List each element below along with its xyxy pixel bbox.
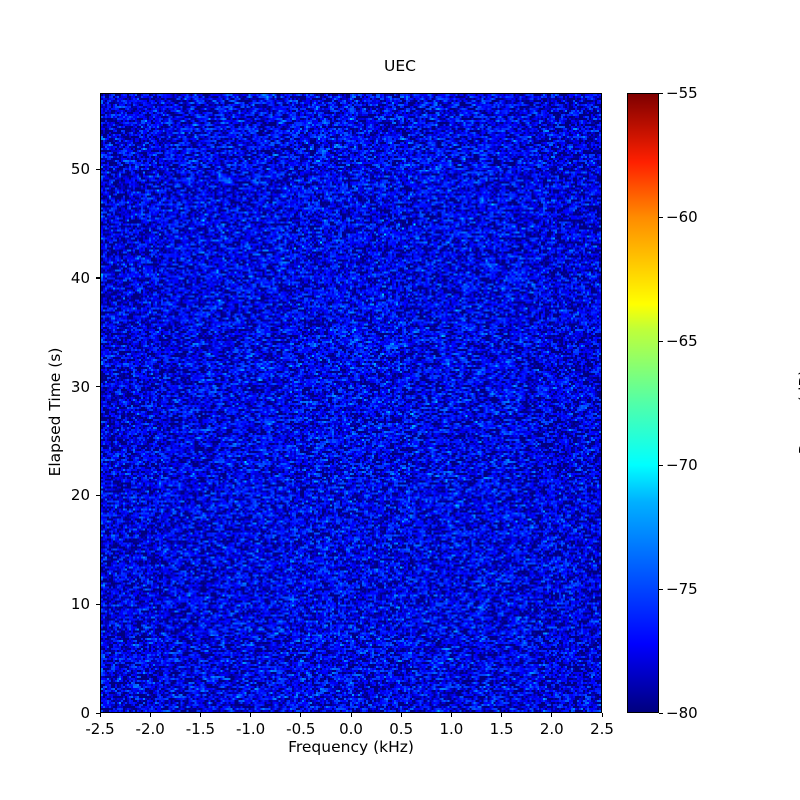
x-tick-mark [601, 713, 603, 717]
x-tick-label: 1.0 [439, 720, 464, 738]
x-tick-mark [149, 713, 151, 717]
x-tick-label: 0.5 [389, 720, 414, 738]
y-tick-mark [96, 494, 100, 497]
colorbar-gradient [628, 94, 658, 712]
x-tick-mark [350, 713, 352, 717]
y-tick-label: 0 [80, 704, 90, 722]
y-tick-mark [96, 277, 100, 279]
x-tick-label: -0.5 [286, 720, 316, 738]
colorbar-tick-label: −55 [666, 84, 698, 102]
x-tick-mark [99, 713, 101, 717]
y-tick-label: 40 [70, 268, 90, 287]
y-tick-mark [96, 603, 100, 605]
colorbar-tick-mark [659, 216, 663, 218]
colorbar-tick-mark [659, 712, 663, 714]
colorbar-tick-mark [659, 92, 663, 94]
y-tick-label: 20 [70, 486, 90, 505]
x-tick-label: 1.5 [489, 720, 514, 738]
colorbar-label: Power (dB) [796, 369, 800, 455]
colorbar-tick-mark [659, 340, 663, 342]
y-tick-mark [96, 712, 100, 714]
x-tick-mark [501, 713, 503, 717]
x-tick-label: -2.0 [135, 720, 165, 738]
y-tick-label: 10 [70, 595, 90, 614]
x-tick-mark [551, 713, 553, 717]
x-axis-label: Frequency (kHz) [288, 738, 414, 756]
spectrogram-image [101, 94, 601, 712]
colorbar-tick-mark [659, 464, 663, 466]
y-axis-label: Elapsed Time (s) [46, 347, 64, 477]
colorbar[interactable] [627, 93, 659, 713]
colorbar-tick-mark [659, 588, 663, 590]
colorbar-tick-label: −80 [666, 704, 698, 722]
x-tick-label: 0.0 [339, 720, 363, 738]
x-tick-label: 2.0 [539, 720, 564, 738]
x-tick-mark [450, 713, 452, 717]
y-tick-label: 30 [70, 377, 90, 396]
colorbar-tick-label: −70 [666, 456, 698, 474]
y-tick-mark [96, 386, 100, 388]
colorbar-tick-label: −75 [666, 580, 698, 598]
y-tick-mark [96, 168, 100, 170]
title-line-station: UEC [384, 57, 416, 75]
x-tick-mark [199, 713, 201, 717]
x-tick-mark [300, 713, 302, 717]
x-tick-label: -1.0 [235, 720, 266, 738]
x-tick-label: -2.5 [85, 720, 115, 738]
x-tick-label: -1.5 [185, 720, 216, 738]
x-tick-mark [250, 713, 252, 717]
colorbar-tick-label: −65 [666, 332, 698, 350]
x-tick-label: 2.5 [590, 720, 614, 738]
x-tick-mark [400, 713, 402, 717]
spectrogram-plot-area[interactable] [100, 93, 602, 713]
y-tick-label: 50 [70, 160, 90, 179]
colorbar-tick-label: −60 [666, 208, 698, 226]
